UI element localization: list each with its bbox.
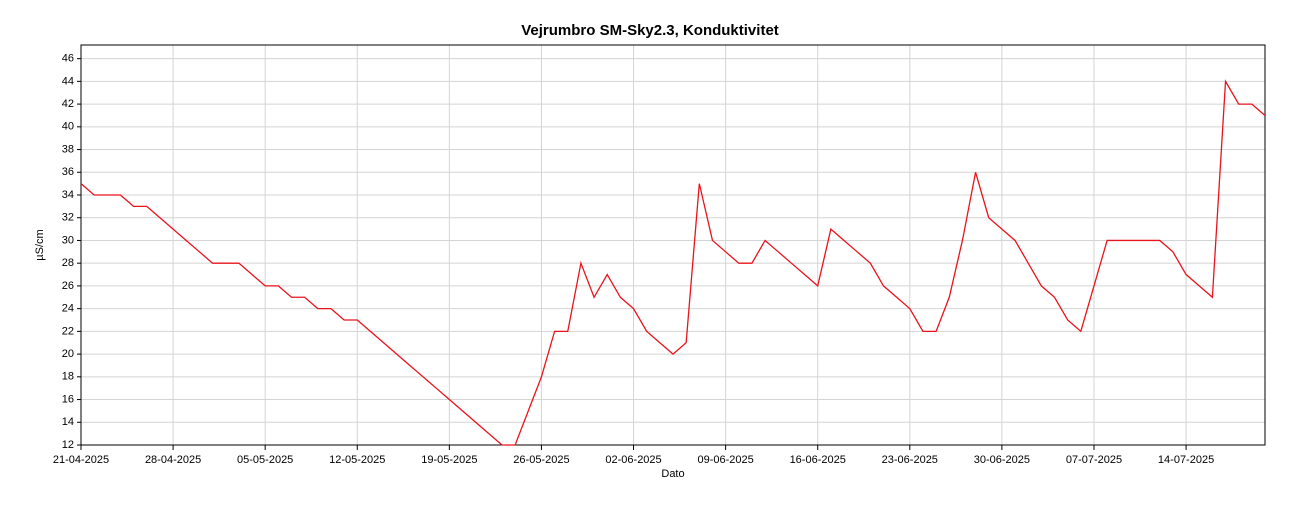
plot-area	[81, 45, 1265, 445]
y-axis-label: µS/cm	[34, 229, 46, 260]
y-tick-label: 40	[62, 121, 74, 133]
x-tick-label: 23-06-2025	[882, 454, 938, 466]
y-tick-label: 18	[62, 371, 74, 383]
x-tick-label: 05-05-2025	[237, 454, 293, 466]
y-tick-label: 46	[62, 53, 74, 65]
x-tick-label: 02-06-2025	[605, 454, 661, 466]
x-tick-label: 21-04-2025	[53, 454, 109, 466]
y-tick-label: 36	[62, 166, 74, 178]
y-tick-label: 14	[62, 416, 74, 428]
y-tick-label: 32	[62, 212, 74, 224]
x-tick-label: 19-05-2025	[421, 454, 477, 466]
y-tick-label: 30	[62, 234, 74, 246]
y-tick-label: 22	[62, 325, 74, 337]
x-tick-label: 28-04-2025	[145, 454, 201, 466]
y-tick-label: 24	[62, 303, 74, 315]
x-tick-label: 09-06-2025	[697, 454, 753, 466]
x-tick-label: 12-05-2025	[329, 454, 385, 466]
chart-title: Vejrumbro SM-Sky2.3, Konduktivitet	[521, 22, 779, 39]
x-tick-label: 30-06-2025	[974, 454, 1030, 466]
y-tick-label: 12	[62, 439, 74, 451]
x-tick-label: 26-05-2025	[513, 454, 569, 466]
y-tick-label: 42	[62, 98, 74, 110]
y-tick-label: 44	[62, 75, 74, 87]
plot-frame	[80, 44, 1266, 446]
y-tick-label: 28	[62, 257, 74, 269]
x-tick-label: 16-06-2025	[790, 454, 846, 466]
y-tick-label: 34	[62, 189, 74, 201]
y-tick-label: 16	[62, 393, 74, 405]
x-tick-label: 07-07-2025	[1066, 454, 1122, 466]
data-line	[80, 79, 1266, 446]
y-tick-label: 20	[62, 348, 74, 360]
y-tick-label: 26	[62, 280, 74, 292]
x-tick-label: 14-07-2025	[1158, 454, 1214, 466]
y-tick-label: 38	[62, 143, 74, 155]
x-axis-label: Dato	[661, 468, 684, 480]
